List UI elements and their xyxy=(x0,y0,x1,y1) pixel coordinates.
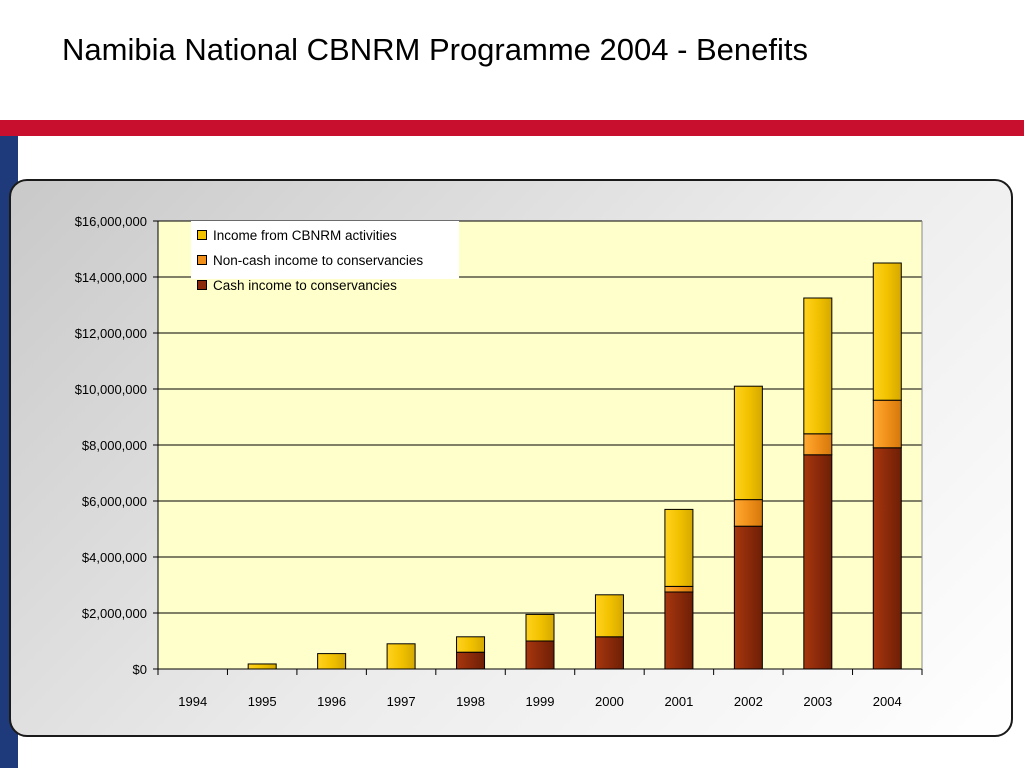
y-tick-label: $10,000,000 xyxy=(75,382,147,397)
bar-cbnrm-1998 xyxy=(456,636,486,653)
x-tick-label: 1999 xyxy=(526,694,555,709)
x-tick-label: 1998 xyxy=(456,694,485,709)
y-tick-label: $6,000,000 xyxy=(82,494,147,509)
bar-noncash-2002 xyxy=(733,499,763,527)
x-tick-label: 2001 xyxy=(664,694,693,709)
legend-swatch-cash xyxy=(197,280,207,290)
bar-noncash-2003 xyxy=(803,433,833,456)
y-tick-label: $14,000,000 xyxy=(75,270,147,285)
title-rule xyxy=(0,120,1024,136)
y-tick-label: $16,000,000 xyxy=(75,214,147,229)
y-tick-label: $2,000,000 xyxy=(82,606,147,621)
bar-cash-2001 xyxy=(664,591,694,670)
x-tick-label: 2004 xyxy=(873,694,902,709)
legend-swatch-noncash xyxy=(197,255,207,265)
bar-cash-1998 xyxy=(456,651,486,670)
y-tick-label: $4,000,000 xyxy=(82,550,147,565)
x-tick-label: 2000 xyxy=(595,694,624,709)
bar-cash-2002 xyxy=(733,525,763,670)
bar-cbnrm-2000 xyxy=(594,594,624,638)
legend-item-noncash: Non-cash income to conservancies xyxy=(197,250,423,270)
bar-cbnrm-1997 xyxy=(386,643,416,670)
y-tick-label: $12,000,000 xyxy=(75,326,147,341)
legend-swatch-cbnrm xyxy=(197,230,207,240)
bar-noncash-2001 xyxy=(664,585,694,593)
bar-cbnrm-1999 xyxy=(525,613,555,642)
x-tick-label: 1995 xyxy=(248,694,277,709)
bar-cbnrm-1996 xyxy=(317,653,347,670)
bar-cash-2000 xyxy=(594,636,624,670)
y-tick-label: $0 xyxy=(133,662,147,677)
legend-label-cash: Cash income to conservancies xyxy=(213,277,397,293)
bar-cbnrm-2003 xyxy=(803,297,833,435)
bar-cbnrm-2004 xyxy=(872,262,902,401)
legend-label-cbnrm: Income from CBNRM activities xyxy=(213,227,397,243)
chart-legend: Income from CBNRM activities Non-cash in… xyxy=(191,221,459,293)
legend-label-noncash: Non-cash income to conservancies xyxy=(213,252,424,268)
x-tick-label: 1996 xyxy=(317,694,346,709)
legend-item-cash: Cash income to conservancies xyxy=(197,275,397,295)
bar-cash-1999 xyxy=(525,640,555,670)
page-title: Namibia National CBNRM Programme 2004 - … xyxy=(62,32,809,67)
y-tick-label: $8,000,000 xyxy=(82,438,147,453)
bar-cbnrm-1995 xyxy=(247,663,277,670)
bar-noncash-2004 xyxy=(872,399,902,449)
x-tick-label: 2003 xyxy=(803,694,832,709)
legend-item-cbnrm: Income from CBNRM activities xyxy=(197,225,397,245)
x-tick-label: 1997 xyxy=(387,694,416,709)
bar-cash-2004 xyxy=(872,447,902,670)
bar-cash-2003 xyxy=(803,454,833,670)
bar-cbnrm-2001 xyxy=(664,508,694,587)
x-tick-label: 1994 xyxy=(178,694,207,709)
bar-cbnrm-2002 xyxy=(733,385,763,501)
x-tick-label: 2002 xyxy=(734,694,763,709)
